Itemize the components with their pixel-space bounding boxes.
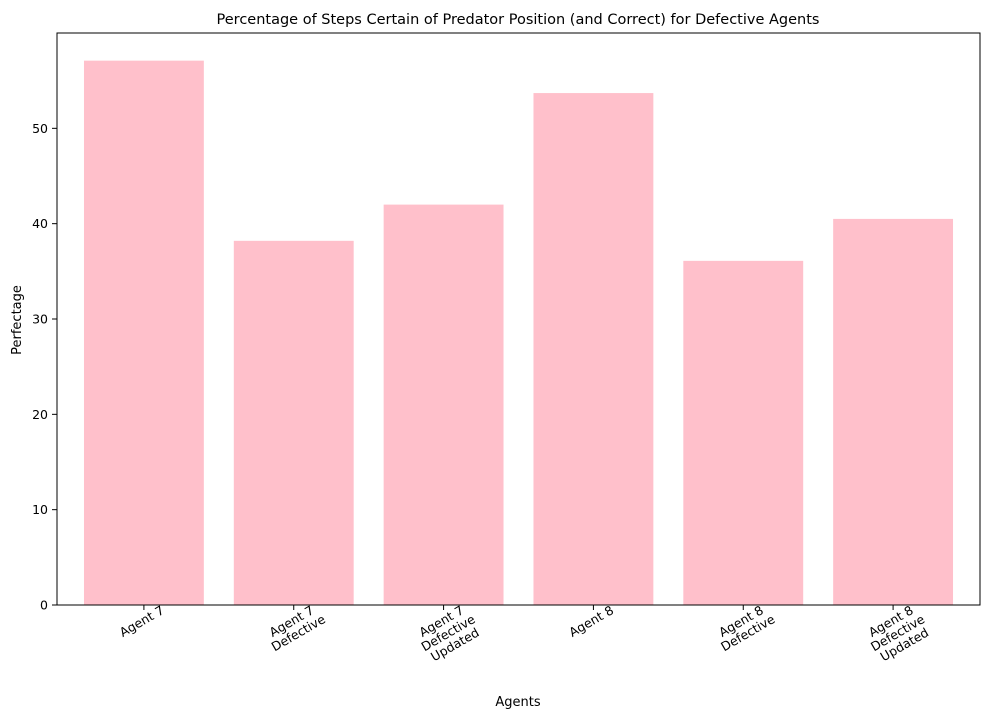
y-tick-label: 20 xyxy=(32,407,48,422)
x-tick-label: Agent 7 xyxy=(117,602,167,639)
bar-4 xyxy=(533,93,654,605)
y-tick-label: 0 xyxy=(40,598,48,613)
y-ticks: 0 10 20 30 40 50 xyxy=(32,121,57,613)
bar-6 xyxy=(833,218,954,605)
x-tick-label-line: Agent 7 xyxy=(117,602,167,639)
y-tick-label: 40 xyxy=(32,216,48,231)
x-tick-label: Agent 8 xyxy=(566,602,616,639)
x-tick-label-line: Agent 8 xyxy=(566,602,616,639)
y-tick-label: 10 xyxy=(32,502,48,517)
chart-title: Percentage of Steps Certain of Predator … xyxy=(217,12,820,28)
bar-3 xyxy=(383,204,504,605)
bar-1 xyxy=(83,60,204,605)
bar-5 xyxy=(683,260,804,605)
y-tick-label: 30 xyxy=(32,312,48,327)
bar-2 xyxy=(233,240,354,605)
x-axis-label: Agents xyxy=(495,695,540,710)
y-axis-label: Perfectage xyxy=(10,285,25,355)
y-tick-label: 50 xyxy=(32,121,48,136)
bars-layer xyxy=(83,60,954,605)
